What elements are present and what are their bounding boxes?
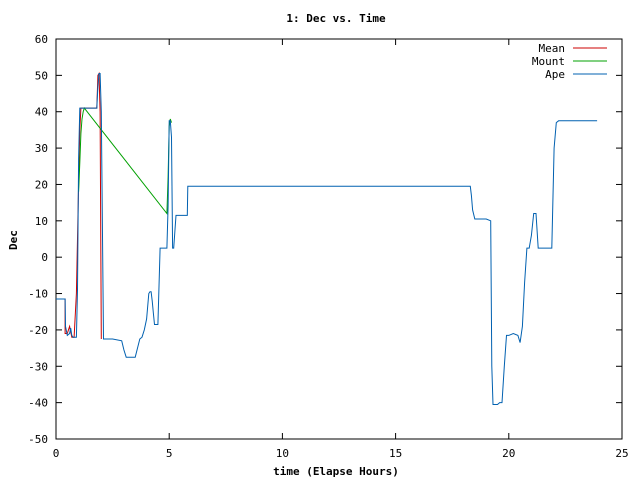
y-tick-label: -50 xyxy=(28,433,48,446)
x-tick-label: 5 xyxy=(166,447,173,460)
y-tick-label: 50 xyxy=(35,69,48,82)
y-tick-label: 30 xyxy=(35,142,48,155)
ticks-layer: 0 5 10 15 20 25 -50 -40 -30 -20 -10 0 10 20 30 40 50 60 xyxy=(28,33,629,460)
y-tick-label: 10 xyxy=(35,215,48,228)
x-tick-label: 10 xyxy=(276,447,289,460)
legend-label-ape: Ape xyxy=(545,68,565,81)
x-tick-label: 15 xyxy=(389,447,402,460)
legend-label-mount: Mount xyxy=(532,55,565,68)
series-line-ape xyxy=(56,73,598,405)
series-layer xyxy=(56,71,598,405)
x-tick-label: 20 xyxy=(502,447,515,460)
chart-title: 1: Dec vs. Time xyxy=(286,12,386,25)
y-tick-label: 40 xyxy=(35,106,48,119)
y-tick-label: -10 xyxy=(28,288,48,301)
x-tick-label: 0 xyxy=(53,447,60,460)
y-tick-label: 60 xyxy=(35,33,48,46)
y-tick-label: -30 xyxy=(28,360,48,373)
y-tick-label: -40 xyxy=(28,397,48,410)
x-axis-label: time (Elapse Hours) xyxy=(273,465,399,478)
y-tick-label: 0 xyxy=(41,251,48,264)
legend-label-mean: Mean xyxy=(539,42,566,55)
y-tick-label: 20 xyxy=(35,178,48,191)
plot-frame xyxy=(55,38,623,440)
y-axis-label: Dec xyxy=(7,230,20,250)
series-line-mount xyxy=(78,107,172,215)
y-tick-label: -20 xyxy=(28,324,48,337)
x-tick-label: 25 xyxy=(615,447,628,460)
